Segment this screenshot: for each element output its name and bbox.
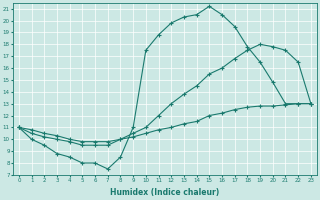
X-axis label: Humidex (Indice chaleur): Humidex (Indice chaleur) [110,188,220,197]
